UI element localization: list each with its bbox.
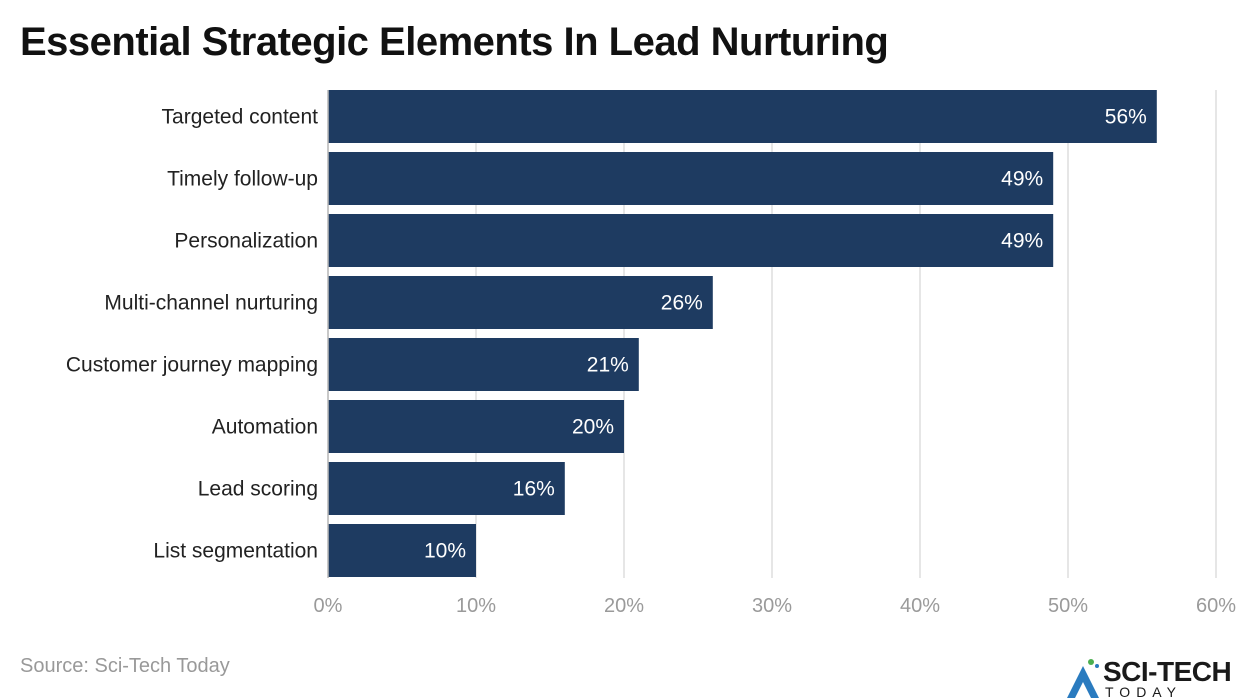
category-label: Timely follow-up — [167, 168, 318, 191]
bar — [328, 276, 713, 329]
category-label: Multi-channel nurturing — [104, 292, 318, 315]
logo-text: SCI-TECH — [1103, 656, 1232, 687]
sci-tech-logo: SCI-TECH TODAY — [1065, 656, 1240, 700]
bar — [328, 90, 1157, 143]
data-label: 20% — [572, 416, 614, 439]
data-label: 49% — [1001, 230, 1043, 253]
x-tick-label: 0% — [314, 595, 343, 617]
data-label: 56% — [1105, 106, 1147, 129]
x-tick-label: 40% — [900, 595, 940, 617]
bar — [328, 524, 476, 577]
bar-chart: 0% 10% 20% 30% 40% 50% 60% Targeted content 56% T… — [66, 90, 1236, 617]
data-label: 26% — [661, 292, 703, 315]
category-label: List segmentation — [153, 540, 318, 563]
source-note: Source: Sci-Tech Today — [20, 655, 230, 677]
logo-subtext: TODAY — [1105, 684, 1182, 700]
data-label: 21% — [587, 354, 629, 377]
category-label: Customer journey mapping — [66, 354, 318, 377]
data-label: 49% — [1001, 168, 1043, 191]
x-tick-label: 30% — [752, 595, 792, 617]
x-tick-label: 10% — [456, 595, 496, 617]
bar — [328, 462, 565, 515]
bar — [328, 152, 1054, 205]
x-tick-label: 20% — [604, 595, 644, 617]
bar — [328, 214, 1054, 267]
bar — [328, 338, 639, 391]
category-label: Lead scoring — [198, 478, 318, 501]
chart-title: Essential Strategic Elements In Lead Nur… — [20, 20, 889, 64]
x-tick-label: 60% — [1196, 595, 1236, 617]
category-label: Personalization — [174, 230, 318, 253]
x-tick-label: 50% — [1048, 595, 1088, 617]
data-label: 10% — [424, 540, 466, 563]
logo-icon — [1067, 659, 1099, 698]
category-label: Automation — [212, 416, 318, 439]
data-label: 16% — [513, 478, 555, 501]
bar — [328, 400, 624, 453]
category-label: Targeted content — [162, 106, 319, 129]
